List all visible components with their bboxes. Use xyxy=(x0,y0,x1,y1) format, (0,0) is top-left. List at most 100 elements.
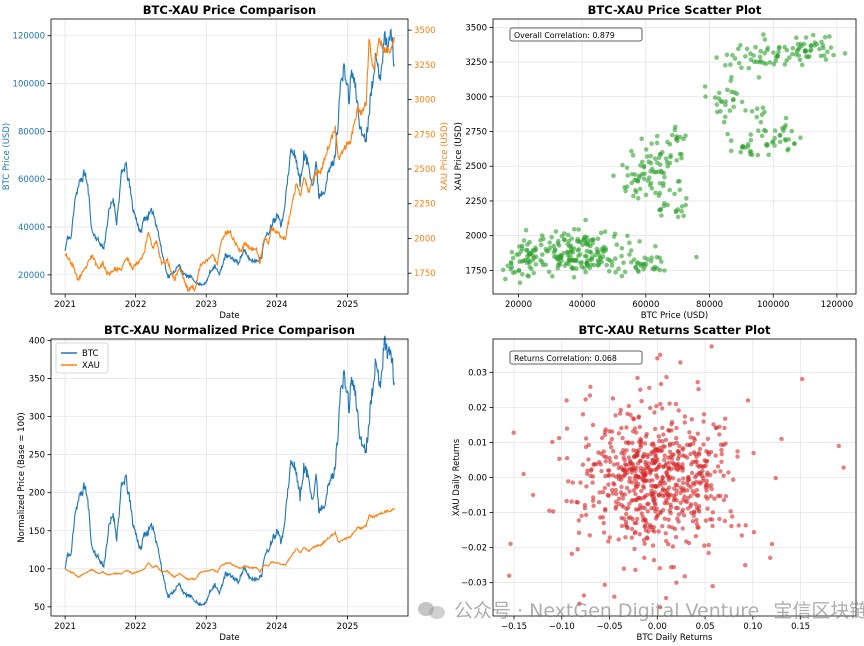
scatter-point xyxy=(690,459,695,465)
scatter-point xyxy=(649,506,654,511)
scatter-point xyxy=(631,498,636,503)
scatter-point xyxy=(745,398,751,403)
y-tick-label: 300 xyxy=(29,413,45,423)
scatter-point xyxy=(624,511,629,517)
scatter-point xyxy=(693,534,699,539)
scatter-point xyxy=(633,567,638,573)
scatter-point xyxy=(597,460,602,465)
scatter-point xyxy=(667,465,672,470)
scatter-point xyxy=(775,53,781,59)
scatter-point xyxy=(736,523,741,528)
scatter-point xyxy=(632,546,637,552)
scatter-point xyxy=(642,473,647,478)
scatter-point xyxy=(743,54,748,59)
scatter-point xyxy=(633,529,638,535)
scatter-point xyxy=(641,495,647,500)
y-tick-label-right: 1750 xyxy=(414,269,436,279)
scatter-point xyxy=(658,381,664,387)
scatter-point xyxy=(674,425,679,431)
scatter-point xyxy=(568,248,574,253)
scatter-point xyxy=(619,425,624,431)
scatter-point xyxy=(633,265,639,271)
scatter-point xyxy=(613,455,619,460)
scatter-point xyxy=(633,485,638,490)
x-tick-label: 0.10 xyxy=(743,622,762,632)
scatter-point xyxy=(724,52,730,58)
scatter-point xyxy=(673,534,679,540)
scatter-point xyxy=(681,497,686,502)
scatter-point xyxy=(748,57,754,62)
scatter-point xyxy=(757,54,763,60)
scatter-point xyxy=(628,515,633,520)
scatter-point xyxy=(680,480,686,486)
scatter-point xyxy=(564,398,569,403)
scatter-point xyxy=(626,403,631,409)
scatter-point xyxy=(687,477,692,482)
scatter-point xyxy=(678,360,683,365)
watermark-text: 公众号 · NextGen Digital Venture xyxy=(454,600,760,622)
scatter-point xyxy=(716,90,722,96)
scatter-point xyxy=(783,115,789,121)
scatter-point xyxy=(717,432,722,437)
scatter-point xyxy=(564,498,569,504)
scatter-point xyxy=(710,517,715,522)
scatter-point xyxy=(539,233,545,238)
scatter-point xyxy=(682,414,688,419)
scatter-point xyxy=(698,470,703,475)
watermark: 公众号 · NextGen Digital Venture 宝信区块链 xyxy=(418,596,864,623)
scatter-point xyxy=(659,482,664,487)
scatter-point xyxy=(639,136,644,142)
scatter-point xyxy=(556,254,562,260)
scatter-point xyxy=(519,259,525,264)
scatter-point xyxy=(754,106,760,111)
y-tick-label: 2500 xyxy=(465,162,487,172)
scatter-point xyxy=(662,201,667,206)
scatter-point xyxy=(599,468,604,474)
scatter-point xyxy=(728,509,733,514)
scatter-point xyxy=(621,504,626,509)
scatter-point xyxy=(582,502,588,508)
scatter-point xyxy=(688,504,693,509)
scatter-point xyxy=(591,495,596,500)
scatter-point xyxy=(656,448,661,453)
scatter-point xyxy=(639,398,644,404)
scatter-point xyxy=(710,510,716,515)
scatter-point xyxy=(633,479,638,484)
x-tick-label: 2025 xyxy=(337,300,359,310)
x-tick-label: 2021 xyxy=(54,300,76,310)
scatter-point xyxy=(579,260,584,265)
scatter-point xyxy=(610,396,616,401)
scatter-point xyxy=(627,489,632,494)
scatter-point xyxy=(640,159,645,165)
y-tick-label: 2250 xyxy=(465,197,487,207)
scatter-point xyxy=(633,189,639,195)
scatter-point xyxy=(658,207,663,213)
scatter-point xyxy=(817,46,822,52)
scatter-point xyxy=(697,446,703,452)
scatter-point xyxy=(510,270,516,276)
scatter-point xyxy=(643,434,649,439)
scatter-point xyxy=(586,457,591,462)
scatter-point xyxy=(677,187,683,193)
scatter-point xyxy=(658,401,663,407)
scatter-point xyxy=(797,57,803,63)
scatter-point xyxy=(654,140,660,146)
scatter-point xyxy=(648,491,653,497)
scatter-point xyxy=(602,582,607,587)
scatter-point xyxy=(551,243,556,249)
scatter-point xyxy=(665,164,670,169)
scatter-point xyxy=(660,406,665,411)
scatter-point xyxy=(762,109,767,115)
scatter-point xyxy=(789,128,794,134)
scatter-point xyxy=(523,227,529,233)
scatter-point xyxy=(751,53,756,58)
scatter-point xyxy=(719,447,724,453)
scatter-point xyxy=(629,526,635,532)
scatter-point xyxy=(630,153,636,158)
y-tick-label: 3500 xyxy=(465,23,487,33)
scatter-point xyxy=(583,397,588,402)
y-tick-label-right: 3500 xyxy=(414,26,436,36)
scatter-point xyxy=(785,148,790,153)
scatter-point xyxy=(581,265,587,271)
scatter-point xyxy=(598,515,603,520)
